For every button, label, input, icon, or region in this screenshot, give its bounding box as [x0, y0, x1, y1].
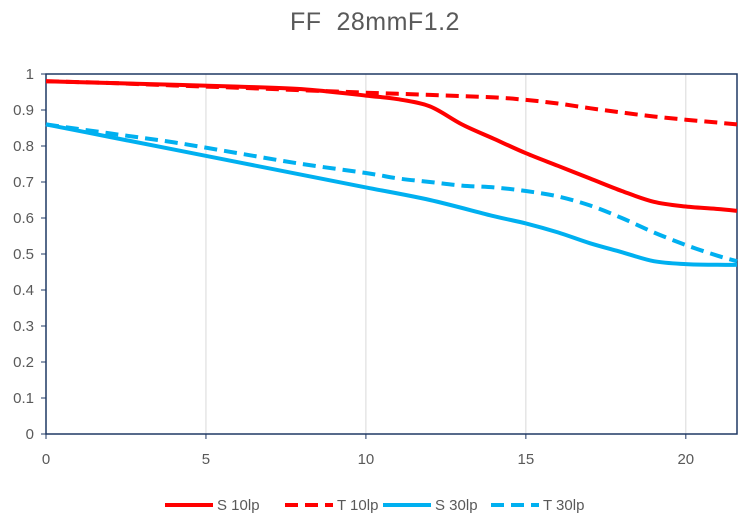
legend-label-s-30lp: S 30lp	[435, 497, 478, 514]
x-tick-label: 5	[202, 451, 210, 468]
chart-title: FF 28mmF1.2	[290, 8, 460, 36]
y-tick-label: 0.3	[13, 318, 34, 335]
series-line-t-10lp	[45, 79, 738, 127]
y-tick-label: 0.7	[13, 174, 34, 191]
legend: S 10lp T 10lp S 30lp T 30lp	[165, 497, 584, 514]
x-tick-label: 15	[518, 451, 535, 468]
y-tick-label: 1	[26, 66, 34, 83]
series-line-s-30lp	[45, 122, 738, 267]
y-tick-label: 0.2	[13, 354, 34, 371]
x-tick-label: 20	[677, 451, 694, 468]
series-line-t-30lp	[45, 122, 738, 264]
y-tick-label: 0.5	[13, 246, 34, 263]
legend-label-t-30lp: T 30lp	[543, 497, 584, 514]
x-tick-label: 0	[42, 451, 50, 468]
x-tick-label: 10	[358, 451, 375, 468]
y-tick-label: 0.6	[13, 210, 34, 227]
series-line-s-10lp	[45, 79, 738, 213]
y-tick-label: 0	[26, 426, 34, 443]
grid-layer	[205, 74, 687, 434]
y-tick-label: 0.1	[13, 390, 34, 407]
axis-layer: 0 5 10 15 20 0 0.1 0.2 0.3 0.4 0.5 0.6 0.7 0.8 0.9 1	[13, 66, 738, 468]
legend-label-t-10lp: T 10lp	[337, 497, 378, 514]
legend-label-s-10lp: S 10lp	[217, 497, 260, 514]
y-tick-label: 0.4	[13, 282, 34, 299]
y-tick-label: 0.9	[13, 102, 34, 119]
y-tick-label: 0.8	[13, 138, 34, 155]
series-layer	[45, 79, 738, 267]
